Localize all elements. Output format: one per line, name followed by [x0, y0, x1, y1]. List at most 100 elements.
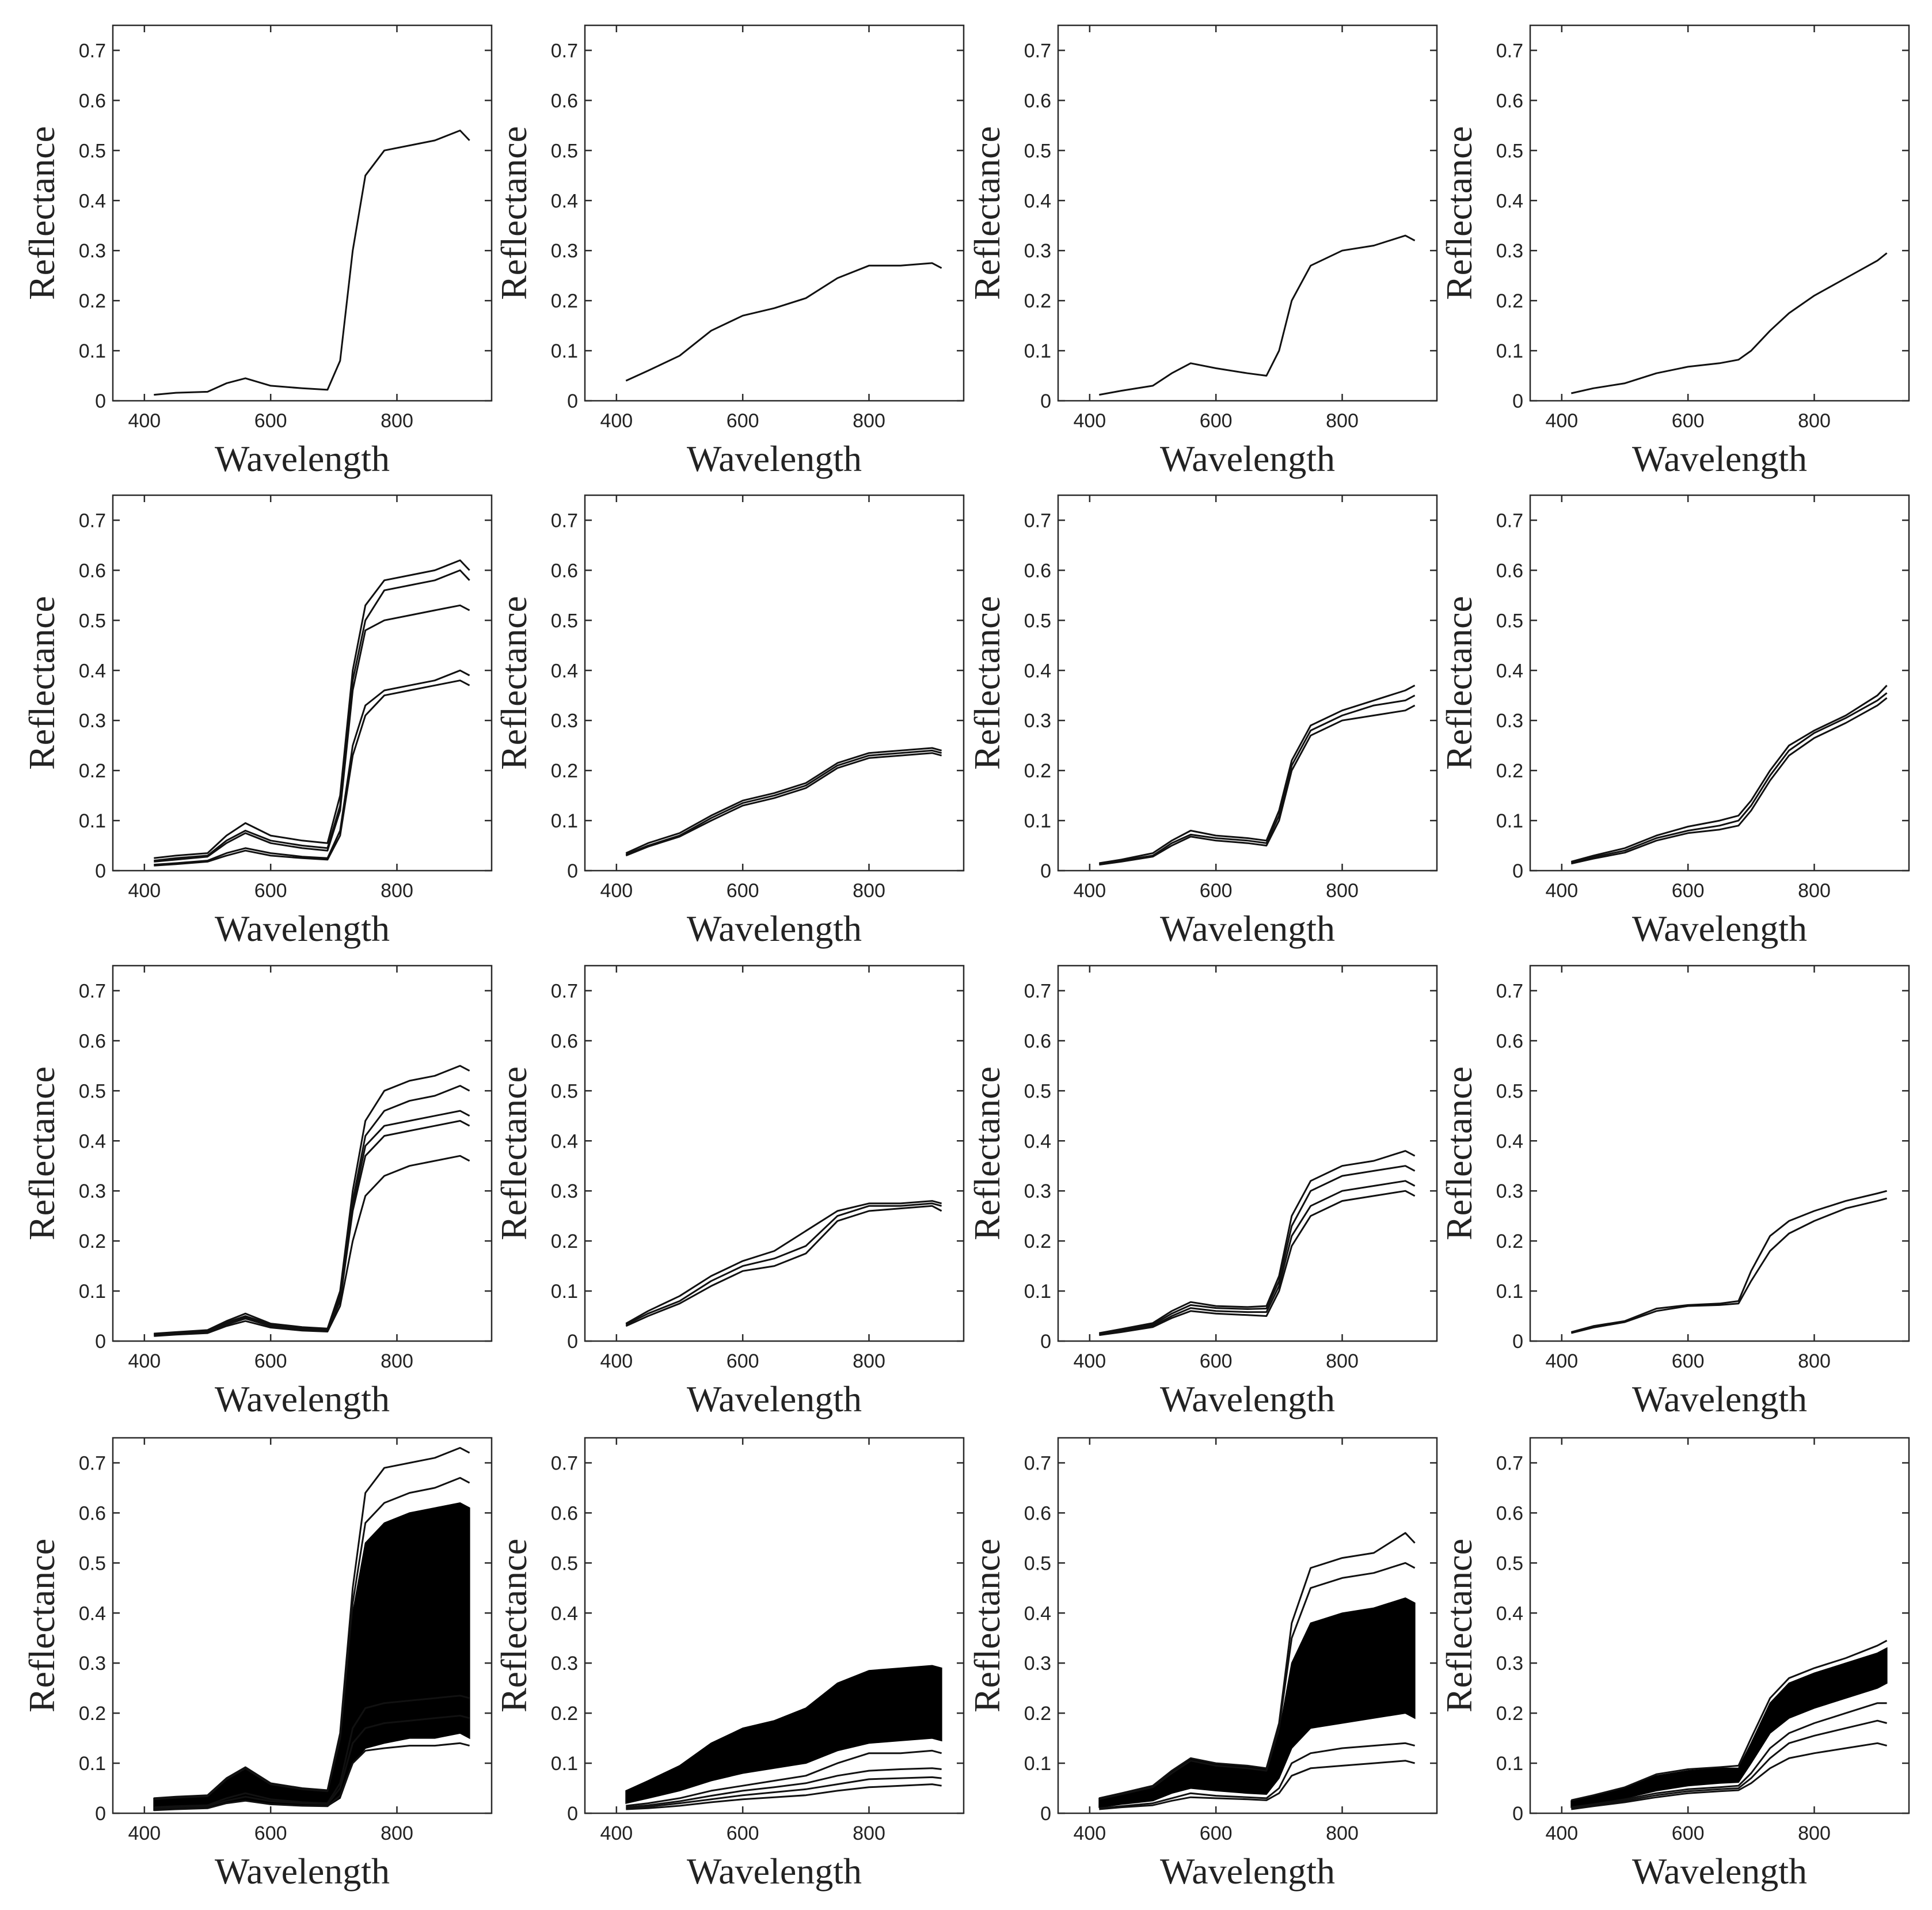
y-axis-title: Reflectance	[493, 596, 534, 770]
y-tick-label: 0.1	[1024, 1281, 1051, 1303]
series-line-s3	[1570, 697, 1888, 865]
x-tick-label: 400	[600, 1350, 633, 1372]
plot-frame	[1057, 494, 1438, 872]
series-line-s2	[625, 1202, 942, 1326]
series-line-s3	[1099, 1742, 1415, 1809]
x-axis-title: Wavelength	[1632, 438, 1807, 479]
y-tick-label: 0.4	[79, 1603, 106, 1624]
y-tick-label: 0.7	[79, 40, 106, 62]
x-tick-label: 800	[1798, 410, 1831, 432]
y-tick-label: 0.4	[1496, 1603, 1523, 1624]
series-line-s4	[154, 669, 470, 866]
chart-panel-r1c2: 0 0.1 0.2 0.3 0.4 0.5 0.6 0.7 400 600 800 Wavelengt…	[493, 24, 965, 479]
y-axis-title: Reflectance	[1439, 596, 1480, 770]
x-tick-label: 800	[853, 880, 885, 902]
y-tick-label: 0.3	[1024, 1653, 1051, 1674]
plot-frame	[1057, 24, 1438, 402]
x-tick-label: 800	[1326, 1822, 1359, 1844]
y-tick-label: 0.7	[551, 510, 578, 531]
series-line-s2	[626, 1767, 942, 1809]
y-tick-label: 0	[1040, 390, 1051, 412]
x-tick-label: 400	[128, 880, 161, 902]
x-tick-label: 800	[1798, 880, 1831, 902]
y-tick-label: 0.1	[551, 1281, 578, 1303]
x-tick-label: 400	[600, 410, 633, 432]
series-line-s1	[1570, 685, 1888, 863]
y-tick-label: 0	[1040, 860, 1051, 882]
series-line-s2	[1099, 694, 1416, 865]
y-tick-label: 0.4	[1024, 660, 1051, 682]
y-tick-label: 0.2	[1496, 760, 1523, 782]
x-axis-title: Wavelength	[1160, 1379, 1335, 1419]
series-line-s1	[154, 559, 470, 859]
x-tick-label: 800	[1326, 410, 1359, 432]
x-tick-label: 600	[1200, 1822, 1233, 1844]
y-tick-label: 0.4	[1496, 190, 1523, 212]
series-line-s1	[626, 1749, 942, 1807]
y-tick-label: 0.7	[1024, 510, 1051, 531]
y-tick-label: 0	[1512, 860, 1523, 882]
chart-panel-r1c3: 0 0.1 0.2 0.3 0.4 0.5 0.6 0.7 400 600 800 Wavelengt…	[967, 24, 1438, 479]
series-line-s1	[154, 130, 470, 396]
y-tick-label: 0.3	[79, 1653, 106, 1674]
plot-frame	[1529, 965, 1910, 1342]
y-tick-label: 0	[1512, 1331, 1523, 1353]
y-tick-label: 0.7	[1496, 1452, 1523, 1474]
y-tick-label: 0.7	[1496, 510, 1523, 531]
y-tick-label: 0.2	[1496, 1231, 1523, 1252]
series-line-s2	[1098, 1562, 1416, 1801]
x-tick-label: 600	[254, 410, 287, 432]
y-tick-label: 0.5	[1024, 1080, 1051, 1102]
series-line-s5	[154, 679, 470, 867]
y-tick-label: 0.2	[551, 760, 578, 782]
series-line-s3	[626, 1776, 942, 1809]
y-tick-label: 0.6	[1024, 560, 1051, 582]
y-tick-label: 0.3	[1024, 240, 1051, 262]
y-tick-label: 0.4	[1024, 1130, 1051, 1152]
series-line-s1	[1099, 234, 1416, 396]
x-tick-label: 800	[853, 1822, 885, 1844]
y-tick-label: 0.6	[79, 1030, 106, 1052]
y-tick-label: 0	[95, 1803, 106, 1825]
y-tick-label: 0.6	[1024, 90, 1051, 112]
y-tick-label: 0.3	[551, 1653, 578, 1674]
y-tick-label: 0	[567, 1331, 578, 1353]
series-line-min	[1571, 1742, 1887, 1810]
plot-frame	[584, 494, 965, 872]
y-tick-label: 0.1	[551, 1753, 578, 1775]
x-tick-label: 600	[254, 1822, 287, 1844]
y-tick-label: 0.5	[551, 610, 578, 632]
y-tick-label: 0.2	[1496, 290, 1523, 312]
y-tick-label: 0.2	[1024, 1231, 1051, 1252]
x-tick-label: 400	[128, 410, 161, 432]
y-tick-label: 0.1	[79, 1753, 106, 1775]
series-line-s2	[1570, 1197, 1887, 1334]
y-axis-title: Reflectance	[1439, 1539, 1480, 1712]
series-line-min	[154, 1742, 470, 1812]
x-tick-label: 400	[1073, 880, 1106, 902]
x-tick-label: 600	[1200, 880, 1233, 902]
x-tick-label: 800	[1798, 1822, 1831, 1844]
x-tick-label: 600	[1672, 410, 1705, 432]
y-tick-label: 0.3	[551, 240, 578, 262]
y-tick-label: 0	[1040, 1331, 1051, 1353]
x-tick-label: 400	[600, 1822, 633, 1844]
x-tick-label: 600	[254, 1350, 287, 1372]
x-tick-label: 800	[853, 410, 885, 432]
series-envelope	[153, 1502, 470, 1811]
x-axis-title: Wavelength	[1160, 438, 1335, 479]
y-tick-label: 0.1	[1496, 1281, 1523, 1303]
y-tick-label: 0.6	[1496, 90, 1523, 112]
x-axis-title: Wavelength	[215, 438, 390, 479]
y-tick-label: 0	[95, 860, 106, 882]
y-tick-label: 0.3	[79, 1180, 106, 1202]
y-tick-label: 0.6	[1496, 560, 1523, 582]
y-tick-label: 0.3	[1496, 1653, 1523, 1674]
chart-panel-r4c4: 0 0.1 0.2 0.3 0.4 0.5 0.6 0.7 400 600 800 Wavelengt…	[1439, 1437, 1910, 1892]
chart-panel-r3c4: 0 0.1 0.2 0.3 0.4 0.5 0.6 0.7 400 600 800 Wavelengt…	[1439, 965, 1910, 1419]
x-axis-title: Wavelength	[687, 1851, 862, 1892]
y-axis-title: Reflectance	[967, 1539, 1007, 1712]
y-tick-label: 0.3	[79, 240, 106, 262]
x-tick-label: 600	[1672, 880, 1705, 902]
y-tick-label: 0.3	[1496, 240, 1523, 262]
